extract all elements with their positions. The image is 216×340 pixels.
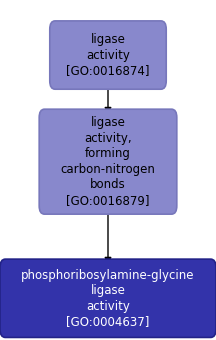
FancyBboxPatch shape <box>50 21 166 89</box>
Text: ligase
activity,
forming
carbon-nitrogen
bonds
[GO:0016879]: ligase activity, forming carbon-nitrogen… <box>60 116 156 207</box>
FancyBboxPatch shape <box>0 259 216 337</box>
Text: phosphoribosylamine-glycine
ligase
activity
[GO:0004637]: phosphoribosylamine-glycine ligase activ… <box>21 269 195 328</box>
FancyBboxPatch shape <box>39 109 177 214</box>
Text: ligase
activity
[GO:0016874]: ligase activity [GO:0016874] <box>66 33 150 77</box>
